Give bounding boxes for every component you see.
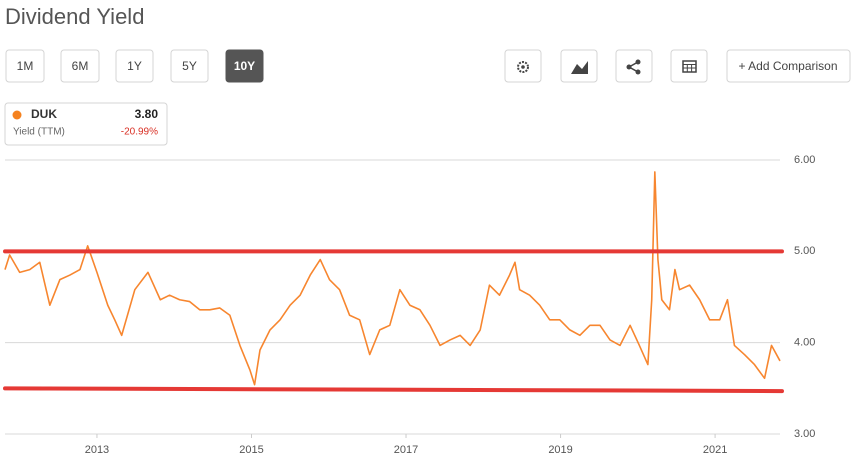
button-box[interactable] (170, 49, 209, 83)
button-box[interactable] (726, 49, 851, 83)
range-button[interactable]: 5Y (170, 49, 209, 83)
plot: 3.00 4.00 5.00 6.00 2013 2015 2017 2019 2021 (3, 154, 815, 456)
toolbar: 1M 6M 1Y 5Y 10Y + Add Comparison (5, 49, 851, 83)
icon-chart-type[interactable] (560, 49, 598, 83)
icon-settings[interactable] (504, 49, 542, 83)
y-tick-label: 3.00 (794, 428, 815, 440)
annotation-line (3, 386, 784, 394)
button-label[interactable]: 6M (72, 59, 89, 73)
range-button[interactable]: 1M (5, 49, 45, 83)
x-tick-label: 2017 (394, 444, 418, 456)
x-tick-label: 2015 (239, 444, 263, 456)
button-box[interactable] (60, 49, 100, 83)
icon-table[interactable] (670, 49, 708, 83)
add-comparison-button[interactable]: + Add Comparison (726, 49, 851, 83)
button-box[interactable] (5, 49, 45, 83)
button-box[interactable] (115, 49, 154, 83)
y-tick-label: 5.00 (794, 245, 815, 257)
range-button[interactable]: 6M (60, 49, 100, 83)
x-tick-label: 2021 (703, 444, 727, 456)
x-tick-label: 2013 (85, 444, 109, 456)
legend: DUK 3.80 Yield (TTM) -20.99% (4, 102, 168, 146)
button-box[interactable] (225, 49, 264, 83)
x-tick-label: 2019 (548, 444, 572, 456)
button-label[interactable]: 1Y (127, 59, 142, 73)
legend-value: 3.80 (135, 107, 159, 121)
range-button[interactable]: 1Y (115, 49, 154, 83)
button-label[interactable]: 5Y (182, 59, 197, 73)
button-label[interactable]: 10Y (234, 59, 255, 73)
legend-dot (12, 110, 22, 120)
button-label[interactable]: + Add Comparison (738, 59, 837, 73)
icon-share[interactable] (615, 49, 653, 83)
legend-change: -20.99% (121, 127, 158, 138)
legend-ticker: DUK (31, 107, 57, 121)
series-line (4, 171, 781, 386)
y-tick-label: 6.00 (794, 154, 815, 166)
chart-title: Dividend Yield (5, 4, 144, 29)
button-label[interactable]: 1M (17, 59, 34, 73)
range-button[interactable]: 10Y (225, 49, 264, 83)
y-tick-label: 4.00 (794, 337, 815, 349)
legend-metric: Yield (TTM) (13, 127, 65, 138)
